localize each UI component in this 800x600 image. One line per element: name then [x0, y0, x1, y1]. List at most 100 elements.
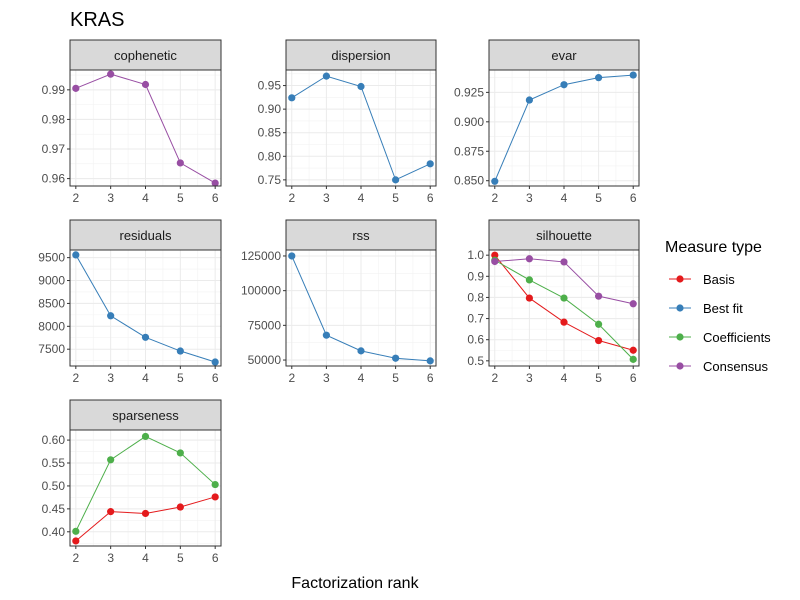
y-tick-label: 125000 — [241, 249, 281, 263]
x-tick-label: 5 — [595, 371, 602, 385]
data-point — [629, 355, 637, 363]
y-tick-label: 9500 — [38, 251, 65, 265]
x-tick-label: 4 — [142, 371, 149, 385]
y-tick-label: 9000 — [38, 274, 65, 288]
data-point — [491, 177, 499, 185]
data-point — [141, 333, 150, 341]
x-tick-label: 4 — [142, 191, 149, 205]
facet-strip — [285, 219, 437, 251]
data-point — [357, 347, 365, 355]
data-point — [176, 449, 184, 457]
x-axis-label: Factorization rank — [291, 575, 419, 592]
x-tick-label: 2 — [491, 191, 498, 205]
data-point — [525, 276, 533, 284]
legend-label: Coefficients — [703, 330, 771, 345]
y-tick-label: 0.925 — [454, 85, 484, 99]
data-point — [595, 336, 603, 345]
y-tick-label: 8000 — [38, 319, 65, 333]
data-point — [107, 70, 115, 78]
data-point — [560, 294, 568, 302]
facet-strip-label: residuals — [119, 228, 172, 243]
facet-strip-label: silhouette — [536, 228, 592, 243]
data-point — [141, 509, 150, 518]
x-tick-label: 2 — [288, 191, 295, 205]
x-tick-label: 5 — [392, 371, 399, 385]
panel-border — [488, 249, 640, 367]
data-point — [322, 331, 330, 339]
x-tick-label: 2 — [72, 371, 79, 385]
panel-border — [488, 69, 640, 187]
data-point — [107, 508, 115, 516]
legend-key-point — [676, 362, 684, 370]
data-point — [525, 294, 533, 302]
data-point — [392, 354, 400, 362]
facet-strip — [488, 219, 640, 251]
y-tick-label: 0.96 — [42, 172, 66, 186]
panel-border — [69, 249, 222, 367]
y-tick-label: 0.5 — [467, 354, 484, 368]
data-point — [426, 357, 434, 365]
x-tick-label: 6 — [427, 371, 434, 385]
y-tick-label: 50000 — [248, 353, 282, 367]
data-point — [211, 480, 219, 489]
data-point — [629, 71, 637, 79]
panel-border — [69, 69, 222, 187]
x-tick-label: 4 — [142, 551, 149, 565]
x-tick-label: 5 — [177, 551, 184, 565]
legend-key-point — [676, 275, 684, 283]
data-point — [595, 292, 603, 300]
legend-title: Measure type — [665, 239, 762, 256]
y-tick-label: 0.45 — [42, 502, 66, 516]
y-tick-label: 0.875 — [454, 144, 484, 158]
x-tick-label: 6 — [630, 371, 637, 385]
data-point — [141, 432, 150, 441]
data-point — [107, 456, 115, 464]
legend-key-point — [676, 304, 684, 312]
data-point — [211, 179, 219, 187]
panel-rss: rss 2 3 4 5 6 50000 75000 100000 125000 — [241, 219, 437, 385]
x-tick-label: 5 — [392, 191, 399, 205]
panel-dispersion: dispersion 2 3 4 5 6 0.75 0.80 0.85 0.90 0.95 — [258, 39, 437, 205]
y-tick-label: 0.8 — [467, 290, 484, 304]
panel-border — [285, 249, 437, 367]
data-point — [629, 300, 637, 308]
y-tick-label: 0.80 — [258, 149, 282, 163]
x-tick-label: 2 — [72, 191, 79, 205]
y-tick-label: 0.900 — [454, 115, 484, 129]
y-tick-label: 0.55 — [42, 456, 66, 470]
x-tick-label: 4 — [358, 191, 365, 205]
y-tick-label: 0.75 — [258, 173, 282, 187]
legend-label: Basis — [703, 272, 735, 287]
x-tick-label: 3 — [526, 191, 533, 205]
facet-strip-label: dispersion — [331, 48, 390, 63]
y-tick-label: 0.60 — [42, 433, 66, 447]
data-point — [629, 346, 637, 354]
facet-strip — [69, 39, 222, 71]
data-point — [211, 358, 219, 366]
x-tick-label: 2 — [491, 371, 498, 385]
y-tick-label: 0.50 — [42, 479, 66, 493]
x-tick-label: 4 — [561, 371, 568, 385]
legend-label: Best fit — [703, 301, 743, 316]
x-tick-label: 4 — [561, 191, 568, 205]
legend: Measure type Basis Best fit Coefficients Co… — [665, 239, 771, 374]
data-point — [560, 258, 568, 266]
data-point — [107, 312, 115, 320]
data-point — [72, 84, 80, 92]
x-tick-label: 5 — [595, 191, 602, 205]
data-point — [141, 80, 150, 89]
facet-strip-label: cophenetic — [114, 48, 177, 63]
x-tick-label: 3 — [107, 191, 114, 205]
y-tick-label: 0.850 — [454, 174, 484, 188]
y-tick-label: 75000 — [248, 318, 282, 332]
data-point — [288, 252, 296, 260]
x-tick-label: 3 — [323, 371, 330, 385]
data-point — [491, 251, 499, 259]
y-tick-label: 0.98 — [42, 112, 66, 126]
panel-border — [69, 429, 222, 547]
y-tick-label: 100000 — [241, 284, 281, 298]
y-tick-label: 0.7 — [467, 312, 484, 326]
data-point — [525, 255, 533, 263]
panel-evar: evar 2 3 4 5 6 0.850 0.875 0.900 0.925 — [454, 39, 640, 205]
